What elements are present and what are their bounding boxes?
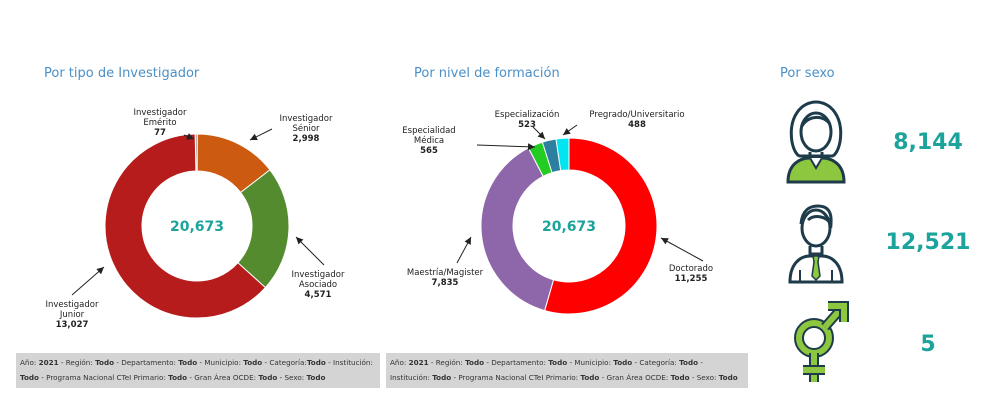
section-title-nivel: Por nivel de formación bbox=[414, 66, 560, 81]
filter-value: 2021 bbox=[408, 358, 429, 367]
callout-arrowhead bbox=[527, 143, 535, 151]
filter-label: - Departamento: bbox=[114, 358, 179, 367]
donut-slice[interactable] bbox=[480, 147, 555, 312]
section-title-tipo: Por tipo de Investigador bbox=[44, 66, 200, 81]
section-title-sexo: Por sexo bbox=[780, 66, 835, 81]
filter-value: Todo bbox=[306, 373, 326, 382]
slice-value-label: 7,835 bbox=[432, 278, 459, 288]
slice-label: Investigador bbox=[134, 108, 187, 118]
slice-value-label: 4,571 bbox=[305, 290, 332, 300]
callout-arrowhead bbox=[250, 133, 258, 140]
filter-label: - Institución: bbox=[325, 358, 373, 367]
filter-label: - Sexo: bbox=[689, 373, 719, 382]
callout-line bbox=[660, 237, 704, 262]
filter-label: - Sexo: bbox=[277, 373, 307, 382]
callout-arrowhead bbox=[96, 267, 104, 275]
slice-value-label: 11,255 bbox=[675, 274, 708, 284]
sex-value-women: 8,144 bbox=[893, 130, 963, 155]
filter-label: - Municipio: bbox=[567, 358, 614, 367]
filter-value: Todo bbox=[670, 373, 690, 382]
intersex-symbol-icon bbox=[794, 301, 849, 382]
donut-slice[interactable] bbox=[555, 137, 570, 172]
filter-label: - Municipio: bbox=[197, 358, 244, 367]
filter-value: Todo bbox=[679, 358, 699, 367]
slice-value-label: 77 bbox=[154, 128, 166, 138]
slice-label: Especialidad bbox=[402, 126, 455, 136]
filter-label: - Categoría: bbox=[632, 358, 680, 367]
filter-value: Todo bbox=[168, 373, 188, 382]
slice-label: Investigador bbox=[280, 114, 333, 124]
callout-arrowhead bbox=[464, 237, 471, 245]
filter-value: Todo bbox=[306, 358, 326, 367]
donut-chart-tipo: 20,673InvestigadorEmérito77InvestigadorS… bbox=[46, 108, 345, 330]
filter-value: Todo bbox=[258, 373, 278, 382]
slice-label: Maestría/Magister bbox=[407, 268, 484, 278]
slice-value-label: 2,998 bbox=[293, 134, 320, 144]
filter-label: - Región: bbox=[58, 358, 96, 367]
callout-arrowhead bbox=[563, 128, 571, 135]
slice-label: Investigador bbox=[292, 270, 345, 280]
donut-slice[interactable] bbox=[104, 133, 267, 319]
callout-arrowhead bbox=[661, 238, 669, 245]
filter-value: Todo bbox=[718, 373, 738, 382]
slice-label: Investigador bbox=[46, 300, 99, 310]
filter-value: Todo bbox=[178, 358, 198, 367]
slice-label: Junior bbox=[59, 310, 85, 320]
filter-value: Todo bbox=[613, 358, 633, 367]
slice-label: Médica bbox=[414, 135, 444, 146]
filter-label: Año: bbox=[390, 358, 409, 367]
slice-label: Asociado bbox=[299, 280, 337, 290]
callout-arrowhead bbox=[186, 133, 194, 140]
filter-label: - Programa Nacional CTeI Primario: bbox=[38, 373, 169, 382]
filter-label: - Categoría: bbox=[262, 358, 307, 367]
filter-label: - Departamento: bbox=[484, 358, 549, 367]
donut-slice[interactable] bbox=[544, 137, 658, 315]
filter-value: Todo bbox=[465, 358, 485, 367]
slice-value-label: 488 bbox=[628, 120, 646, 130]
filter-value: Todo bbox=[95, 358, 115, 367]
slice-value-label: 565 bbox=[420, 146, 438, 156]
filter-label: Año: bbox=[20, 358, 39, 367]
filter-label: - Programa Nacional CTeI Primario: bbox=[451, 373, 581, 382]
filter-summary-right: Año: 2021 - Región: Todo - Departamento:… bbox=[386, 353, 748, 388]
filter-value: 2021 bbox=[38, 358, 59, 367]
sex-value-men: 12,521 bbox=[885, 230, 971, 255]
slice-label: Pregrado/Universitario bbox=[589, 110, 684, 120]
slice-value-label: 523 bbox=[518, 120, 536, 130]
filter-value: Todo bbox=[432, 373, 452, 382]
filter-value: Todo bbox=[580, 373, 600, 382]
slice-label: Emérito bbox=[143, 117, 176, 128]
filter-summary-left: Año: 2021 - Región: Todo - Departamento:… bbox=[16, 353, 380, 388]
filter-label: - Gran Área OCDE: bbox=[599, 373, 671, 382]
slice-label: Sénior bbox=[292, 123, 320, 134]
callout-line bbox=[476, 144, 536, 148]
filter-label: - Institución: bbox=[390, 358, 703, 382]
filter-value: Todo bbox=[20, 373, 39, 382]
slice-label: Especialización bbox=[495, 109, 560, 120]
woman-icon bbox=[786, 100, 846, 184]
slice-label: Doctorado bbox=[669, 264, 713, 274]
filter-value: Todo bbox=[548, 358, 568, 367]
donut-center-total: 20,673 bbox=[542, 219, 596, 235]
callout-arrowhead bbox=[296, 237, 304, 245]
donut-center-total: 20,673 bbox=[170, 219, 224, 235]
slice-value-label: 13,027 bbox=[56, 320, 89, 330]
filter-value: Todo bbox=[243, 358, 263, 367]
sex-value-other: 5 bbox=[920, 332, 936, 357]
man-icon bbox=[788, 204, 844, 284]
filter-label: - Gran Área OCDE: bbox=[187, 373, 259, 382]
filter-label: - Región: bbox=[428, 358, 466, 367]
callout-line bbox=[71, 266, 105, 296]
